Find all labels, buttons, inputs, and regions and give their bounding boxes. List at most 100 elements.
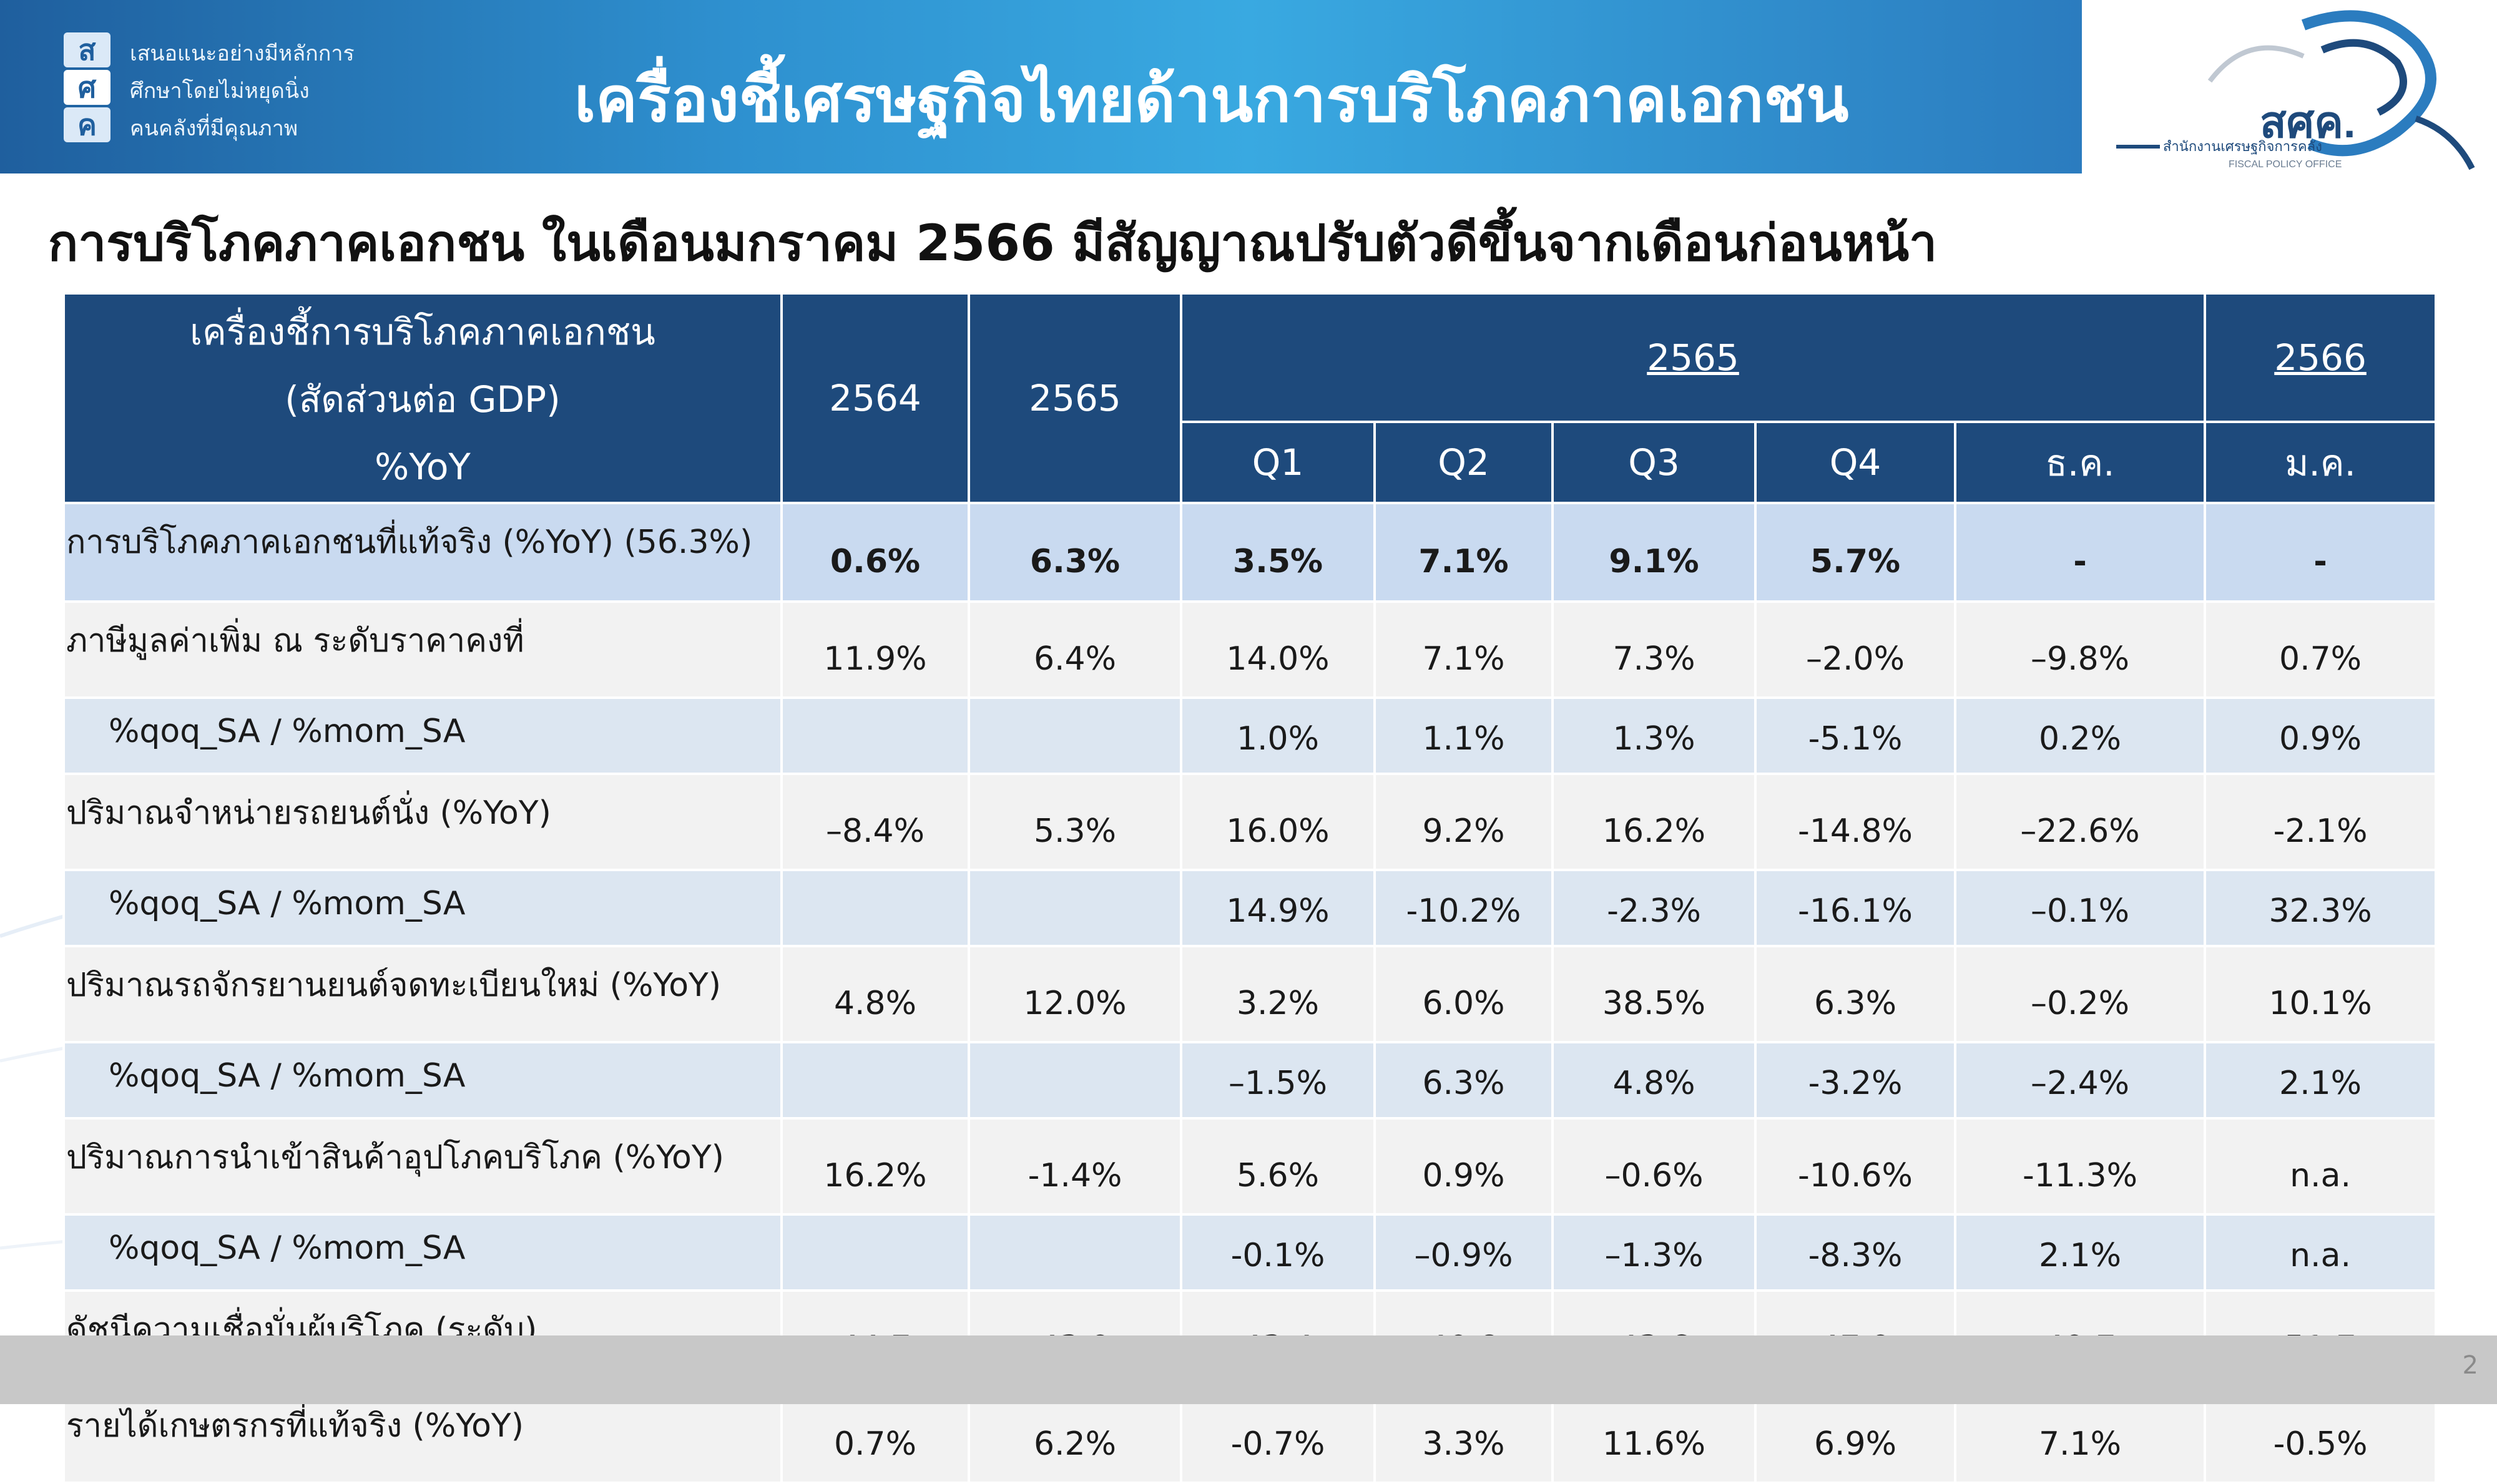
table-cell: 3.2% [1180,945,1376,1043]
table-cell [780,869,970,947]
table-cell: 10.1% [2204,945,2438,1043]
header-q3: Q3 [1551,421,1757,504]
table-cell: –8.4% [780,773,970,871]
table-cell: 12.0% [968,945,1182,1043]
table-cell: 9.2% [1373,773,1554,871]
table-cell: 14.0% [1180,600,1376,699]
table-cell: 16.0% [1180,773,1376,871]
row-label: การบริโภคภาคเอกชนที่แท้จริง (%YoY) (56.3… [62,502,783,603]
table-cell: 6.3% [968,502,1182,603]
header-group-2565: 2565 [1179,292,2207,423]
table-row: %qoq_SA / %mom_SA 14.9% -10.2% -2.3% -16.1% –… [62,869,2438,947]
table-cell: -10.2% [1373,869,1554,947]
header-indicator: เครื่องชี้การบริโภคภาคเอกชน (สัดส่วนต่อ … [62,292,783,504]
table-cell: -0.1% [1180,1213,1376,1292]
table-cell: 5.7% [1754,502,1956,603]
row-label: %qoq_SA / %mom_SA [62,1213,783,1292]
logo-text: สศค. [2260,98,2355,147]
fpo-logo: สศค. สำนักงานเศรษฐกิจการคลัง FISCAL POLI… [2104,6,2485,187]
motto-line: ศึกษาโดยไม่หยุดนิ่ง [130,79,310,104]
table-row: %qoq_SA / %mom_SA 1.0% 1.1% 1.3% -5.1% 0.2% 0.… [62,696,2438,775]
table-cell [780,1041,970,1120]
motto-line: คนคลังที่มีคุณภาพ [130,116,298,141]
table-cell: - [1953,502,2207,603]
skk-letter: ค [64,107,110,142]
table-cell: - [2204,502,2438,603]
table-cell: 4.8% [1551,1041,1757,1120]
table-row: %qoq_SA / %mom_SA -0.1% –0.9% –1.3% -8.3% 2.1… [62,1213,2438,1292]
table-cell: –9.8% [1953,600,2207,699]
table-cell: 16.2% [780,1117,970,1216]
table-cell [968,1213,1182,1292]
table-cell: -2.3% [1551,869,1757,947]
table-cell: –2.0% [1754,600,1956,699]
header-group-2566: 2566 [2204,292,2438,423]
table-cell: 4.8% [780,945,970,1043]
table-cell: -1.4% [968,1117,1182,1216]
motto-line: เสนอแนะอย่างมีหลักการ [130,41,355,66]
table-cell: -16.1% [1754,869,1956,947]
footer-bar [0,1335,2497,1404]
table-cell: –2.4% [1953,1041,2207,1120]
table-cell: 7.3% [1551,600,1757,699]
table-cell: 0.7% [2204,600,2438,699]
table-cell: -5.1% [1754,696,1956,775]
logo-subtext: สำนักงานเศรษฐกิจการคลัง [2163,139,2322,155]
table-row: ปริมาณรถจักรยานยนต์จดทะเบียนใหม่ (%YoY) 4… [62,945,2438,1043]
table-cell: 38.5% [1551,945,1757,1043]
table-cell: 7.1% [1373,600,1554,699]
header-year-2565: 2565 [968,292,1182,504]
table-cell: 1.1% [1373,696,1554,775]
row-label: ปริมาณการนำเข้าสินค้าอุปโภคบริโภค (%YoY) [62,1117,783,1216]
table-cell: -11.3% [1953,1117,2207,1216]
slide-subtitle: การบริโภคภาคเอกชน ในเดือนมกราคม 2566 มีส… [47,214,1938,272]
table-cell: -3.2% [1754,1041,1956,1120]
table-row: การบริโภคภาคเอกชนที่แท้จริง (%YoY) (56.3… [62,502,2438,603]
table-row: ปริมาณการนำเข้าสินค้าอุปโภคบริโภค (%YoY)… [62,1117,2438,1216]
header-q1: Q1 [1180,421,1376,504]
table-cell: 16.2% [1551,773,1757,871]
motto: เสนอแนะอย่างมีหลักการ ศึกษาโดยไม่หยุดนิ่… [130,35,355,147]
table-cell: -10.6% [1754,1117,1956,1216]
row-label: %qoq_SA / %mom_SA [62,696,783,775]
page-number: 2 [2462,1351,2478,1380]
table-cell: 14.9% [1180,869,1376,947]
table-cell: 1.3% [1551,696,1757,775]
skk-letter: ศ [64,70,110,105]
table-cell: 32.3% [2204,869,2438,947]
table-cell: n.a. [2204,1117,2438,1216]
skk-logo-mark: ส ศ ค [64,32,110,145]
table-cell: 0.9% [1373,1117,1554,1216]
group-label: 2565 [1647,336,1739,379]
table-cell: –1.3% [1551,1213,1757,1292]
row-label: ภาษีมูลค่าเพิ่ม ณ ระดับราคาคงที่ [62,600,783,699]
table-cell [780,696,970,775]
skk-letter: ส [64,32,110,67]
table-cell: 9.1% [1551,502,1757,603]
table-cell: 1.0% [1180,696,1376,775]
table-cell: –0.9% [1373,1213,1554,1292]
table-cell: 6.0% [1373,945,1554,1043]
table-cell: –0.2% [1953,945,2207,1043]
table-row: %qoq_SA / %mom_SA –1.5% 6.3% 4.8% -3.2% –2.4%… [62,1041,2438,1120]
page-title: เครื่องชี้เศรษฐกิจไทยด้านการบริโภคภาคเอก… [574,63,1849,136]
table-cell: 6.3% [1373,1041,1554,1120]
header-label-line: %YoY [375,446,471,488]
table-cell [780,1213,970,1292]
table-row: ภาษีมูลค่าเพิ่ม ณ ระดับราคาคงที่ 11.9% 6.4… [62,600,2438,699]
header-q2: Q2 [1373,421,1554,504]
table-cell: 5.6% [1180,1117,1376,1216]
header-q4: Q4 [1754,421,1956,504]
row-label: ปริมาณจำหน่ายรถยนต์นั่ง (%YoY) [62,773,783,871]
header-jan: ม.ค. [2204,421,2438,504]
table-cell: -8.3% [1754,1213,1956,1292]
table-cell: -2.1% [2204,773,2438,871]
table-cell: 6.3% [1754,945,1956,1043]
header-dec: ธ.ค. [1953,421,2207,504]
table-cell: -14.8% [1754,773,1956,871]
table-cell: –0.1% [1953,869,2207,947]
table-cell: –22.6% [1953,773,2207,871]
table-cell [968,869,1182,947]
row-label: ปริมาณรถจักรยานยนต์จดทะเบียนใหม่ (%YoY) [62,945,783,1043]
table-cell [968,1041,1182,1120]
